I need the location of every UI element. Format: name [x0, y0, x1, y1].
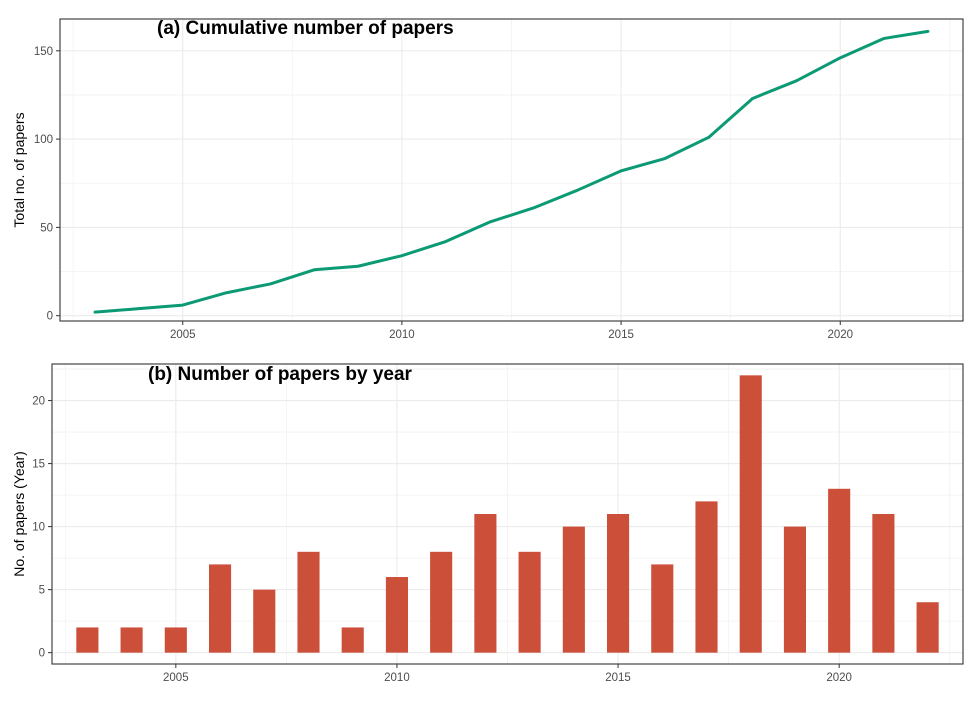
bar-2004 — [120, 627, 143, 653]
cumulative-point-2022 — [926, 30, 929, 33]
cumulative-line-area — [93, 29, 930, 314]
cumulative-point-2006 — [225, 291, 228, 294]
by-year-ticks: 2005 2010 2015 2020 0 5 10 15 20 — [32, 396, 852, 684]
cumulative-y-axis-title: Total no. of papers — [11, 112, 27, 227]
bar-2011 — [430, 551, 453, 653]
cumulative-point-2007 — [269, 282, 272, 285]
x-tick-label: 2015 — [608, 329, 634, 341]
cumulative-ticks: 2005 2010 2015 2020 0 50 100 150 — [34, 46, 853, 341]
by-year-chart-title: (b) Number of papers by year — [148, 364, 413, 385]
bar-2003 — [76, 627, 99, 653]
cumulative-chart-title: (a) Cumulative number of papers — [157, 18, 454, 39]
bar-2016 — [651, 564, 674, 653]
bar-2014 — [562, 526, 585, 653]
by-year-bars — [76, 375, 939, 653]
cumulative-point-2014 — [576, 189, 579, 192]
bar-2015 — [607, 514, 630, 653]
bar-2019 — [783, 526, 807, 653]
bar-2018 — [739, 375, 762, 653]
y-tick-label: 5 — [39, 585, 45, 597]
x-tick-label: 2015 — [605, 672, 631, 684]
cumulative-point-2009 — [357, 265, 360, 268]
cumulative-point-2011 — [444, 240, 447, 243]
x-tick-label: 2020 — [826, 672, 852, 684]
cumulative-point-2021 — [883, 37, 886, 40]
y-tick-label: 0 — [47, 311, 53, 323]
x-tick-label: 2005 — [163, 672, 189, 684]
cumulative-point-2008 — [313, 268, 316, 271]
bar-2012 — [474, 514, 497, 653]
cumulative-point-2017 — [707, 136, 710, 139]
cumulative-point-2004 — [137, 307, 140, 310]
papers-by-year-panel: 2005 2010 2015 2020 0 5 10 15 20 (b) Number of p… — [11, 363, 964, 684]
cumulative-point-2015 — [620, 169, 623, 172]
y-tick-label: 15 — [32, 459, 45, 471]
bar-2017 — [695, 501, 718, 653]
x-tick-label: 2010 — [384, 672, 410, 684]
cumulative-point-2020 — [839, 56, 842, 59]
y-tick-label: 150 — [34, 46, 53, 58]
bar-2021 — [872, 514, 895, 653]
bar-2009 — [341, 627, 364, 653]
bar-2013 — [518, 551, 541, 653]
bar-2006 — [208, 564, 232, 653]
by-year-y-axis-title: No. of papers (Year) — [11, 451, 27, 577]
bar-2007 — [253, 589, 276, 653]
bar-2005 — [164, 627, 187, 653]
y-tick-label: 0 — [39, 648, 45, 660]
cumulative-point-2018 — [751, 97, 754, 100]
cumulative-point-2005 — [181, 304, 184, 307]
cumulative-point-2012 — [488, 221, 491, 224]
y-tick-label: 50 — [40, 222, 53, 234]
x-tick-label: 2005 — [170, 329, 196, 341]
bar-2022 — [916, 602, 939, 653]
cumulative-point-2013 — [532, 206, 535, 209]
cumulative-papers-panel: 2005 2010 2015 2020 0 50 100 150 (a) Cumulative… — [11, 18, 964, 341]
x-tick-label: 2020 — [827, 329, 853, 341]
bar-2008 — [297, 551, 320, 653]
y-tick-label: 10 — [32, 522, 45, 534]
cumulative-point-2019 — [795, 79, 798, 82]
cumulative-point-2016 — [663, 157, 666, 160]
by-year-plot-border — [51, 363, 964, 665]
y-tick-label: 100 — [34, 134, 53, 146]
x-tick-label: 2010 — [389, 329, 415, 341]
bar-2020 — [828, 488, 851, 653]
cumulative-plot-border — [59, 18, 964, 322]
cumulative-point-2010 — [400, 254, 403, 257]
y-tick-label: 20 — [32, 396, 45, 408]
bar-2010 — [385, 577, 408, 653]
by-year-grid — [52, 364, 963, 664]
cumulative-papers-line — [93, 29, 930, 314]
cumulative-point-2003 — [94, 311, 97, 314]
